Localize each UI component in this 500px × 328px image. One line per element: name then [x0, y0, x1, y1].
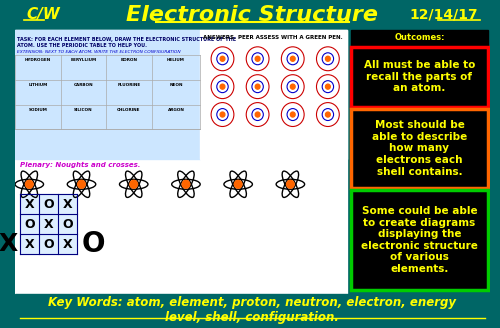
- Circle shape: [326, 56, 330, 61]
- Bar: [20, 194, 77, 254]
- Bar: [349, 0, 490, 294]
- Text: HELIUM: HELIUM: [167, 58, 185, 62]
- Text: X: X: [24, 237, 34, 251]
- Text: ANSWERS. PEER ASSESS WITH A GREEN PEN.: ANSWERS. PEER ASSESS WITH A GREEN PEN.: [204, 35, 343, 40]
- Text: X: X: [24, 198, 34, 211]
- Text: CHLORINE: CHLORINE: [117, 108, 140, 112]
- Text: C/W: C/W: [26, 8, 60, 22]
- Text: O: O: [43, 237, 54, 251]
- Text: NEON: NEON: [169, 83, 182, 87]
- Text: X: X: [0, 232, 18, 256]
- Text: Some could be able
to create diagrams
displaying the
electronic structure
of var: Some could be able to create diagrams di…: [361, 206, 478, 274]
- Text: X: X: [44, 217, 53, 231]
- Text: O: O: [81, 230, 104, 258]
- Bar: [15, 294, 490, 327]
- Circle shape: [326, 112, 330, 117]
- Text: TASK: FOR EACH ELEMENT BELOW, DRAW THE ELECTRONIC STRUCTURE OF THE
ATOM. USE THE: TASK: FOR EACH ELEMENT BELOW, DRAW THE E…: [17, 37, 236, 48]
- Text: CARBON: CARBON: [74, 83, 93, 87]
- Text: BORON: BORON: [120, 58, 138, 62]
- Circle shape: [220, 112, 225, 117]
- Text: BERYLLIUM: BERYLLIUM: [70, 58, 97, 62]
- Bar: [351, 109, 488, 188]
- Text: O: O: [24, 217, 34, 231]
- Bar: [351, 190, 488, 290]
- Text: Plenary: Noughts and crosses.: Plenary: Noughts and crosses.: [20, 162, 140, 169]
- Text: O: O: [43, 198, 54, 211]
- Text: HYDROGEN: HYDROGEN: [24, 58, 51, 62]
- Circle shape: [130, 180, 138, 188]
- Text: EXTENSION: NEXT TO EACH ATOM, WRITE THE ELECTRON CONFIGURATION: EXTENSION: NEXT TO EACH ATOM, WRITE THE …: [17, 50, 180, 54]
- Circle shape: [255, 56, 260, 61]
- Circle shape: [255, 84, 260, 89]
- Bar: [351, 190, 488, 290]
- Bar: [351, 30, 488, 46]
- Text: O: O: [62, 217, 72, 231]
- Bar: [15, 0, 490, 30]
- Text: Key Words: atom, element, proton, neutron, electron, energy
level, shell, config: Key Words: atom, element, proton, neutro…: [48, 296, 457, 324]
- Text: ARGON: ARGON: [168, 108, 184, 112]
- Bar: [15, 30, 347, 294]
- Text: All must be able to
recall the parts of
an atom.: All must be able to recall the parts of …: [364, 60, 475, 93]
- Circle shape: [290, 56, 295, 61]
- Circle shape: [290, 84, 295, 89]
- Circle shape: [78, 180, 86, 188]
- Text: SILICON: SILICON: [74, 108, 92, 112]
- Bar: [351, 109, 488, 188]
- Circle shape: [182, 180, 190, 188]
- Circle shape: [255, 112, 260, 117]
- Text: Outcomes:: Outcomes:: [394, 33, 444, 42]
- Circle shape: [26, 180, 33, 188]
- Text: Electronic Structure: Electronic Structure: [126, 5, 378, 25]
- Text: SODIUM: SODIUM: [28, 108, 48, 112]
- Text: X: X: [62, 237, 72, 251]
- Circle shape: [290, 112, 295, 117]
- Text: LITHIUM: LITHIUM: [28, 83, 48, 87]
- Circle shape: [286, 180, 294, 188]
- Circle shape: [234, 180, 242, 188]
- Text: 12/14/17: 12/14/17: [410, 8, 478, 22]
- Text: X: X: [62, 198, 72, 211]
- Circle shape: [326, 84, 330, 89]
- Bar: [351, 47, 488, 107]
- Circle shape: [220, 56, 225, 61]
- Bar: [351, 47, 488, 107]
- Bar: [200, 30, 348, 159]
- Circle shape: [220, 84, 225, 89]
- Text: Most should be
able to describe
how many
electrons each
shell contains.: Most should be able to describe how many…: [372, 120, 467, 176]
- Text: FLUORINE: FLUORINE: [118, 83, 141, 87]
- Bar: [15, 30, 200, 159]
